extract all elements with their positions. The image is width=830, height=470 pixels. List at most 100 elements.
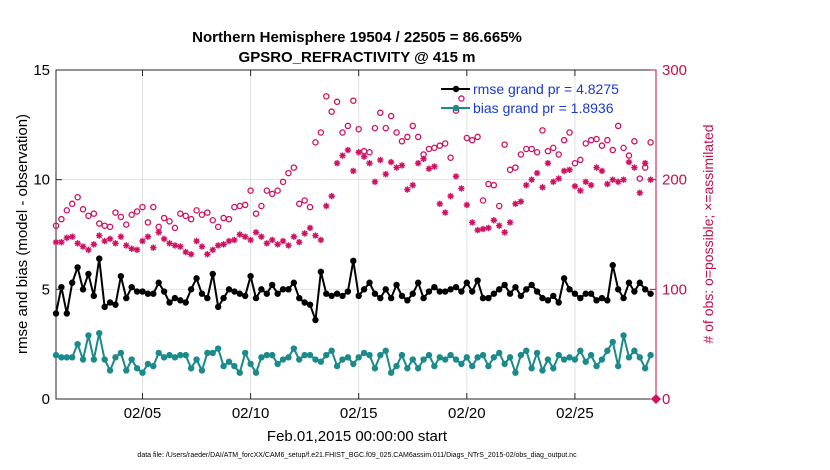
- rmse-point: [90, 292, 98, 300]
- assimilated-count-point: [458, 185, 465, 192]
- possible-count-point: [101, 222, 108, 229]
- rmse-point: [58, 283, 65, 291]
- bias-point: [182, 351, 189, 359]
- assimilated-count-point: [544, 160, 552, 167]
- rmse-point: [641, 286, 649, 293]
- rmse-point: [193, 275, 200, 282]
- rmse-point: [539, 294, 546, 302]
- bias-point: [512, 369, 519, 376]
- assimilated-count-point: [404, 186, 411, 193]
- bias-point: [366, 351, 373, 359]
- assimilated-count-point: [177, 243, 184, 250]
- possible-count-point: [387, 112, 395, 120]
- rmse-point: [517, 292, 525, 300]
- rmse-point: [463, 279, 471, 286]
- possible-count-point: [328, 108, 335, 115]
- possible-count-point: [463, 134, 471, 142]
- possible-count-point: [404, 133, 411, 141]
- assimilated-count-point: [52, 238, 60, 246]
- bias-point: [636, 354, 643, 361]
- assimilated-count-point: [447, 192, 454, 200]
- bias-point: [79, 356, 87, 363]
- rmse-point: [620, 294, 627, 302]
- rmse-point: [501, 281, 508, 289]
- rmse-point: [544, 297, 552, 304]
- rmse-point: [404, 297, 411, 304]
- rmse-point: [528, 281, 535, 289]
- assimilated-count-point: [625, 158, 633, 166]
- possible-count-point: [593, 135, 600, 143]
- rmse-point: [63, 310, 71, 317]
- bias-point: [469, 362, 476, 370]
- assimilated-count-point: [209, 246, 216, 254]
- bias-point: [150, 362, 157, 370]
- possible-count-point: [479, 197, 487, 204]
- assimilated-count-point: [317, 236, 325, 244]
- bias-point: [333, 362, 341, 370]
- assimilated-count-point: [382, 170, 389, 178]
- assimilated-count-point: [274, 241, 281, 248]
- rmse-point: [123, 294, 130, 302]
- assimilated-count-point: [577, 187, 584, 194]
- possible-count-point: [582, 140, 589, 147]
- bias-point: [144, 360, 152, 368]
- possible-count-point: [377, 109, 384, 117]
- rmse-point: [398, 292, 406, 300]
- possible-count-point: [571, 159, 579, 167]
- possible-count-point: [577, 156, 584, 164]
- possible-count-point: [225, 215, 233, 223]
- bias-point: [458, 360, 465, 368]
- rmse-point: [312, 316, 319, 324]
- possible-count-point: [436, 142, 444, 149]
- x-tick-label: 02/10: [232, 405, 270, 422]
- bias-point: [425, 351, 433, 359]
- assimilated-count-point: [566, 166, 573, 173]
- assimilated-count-point: [333, 160, 341, 167]
- bias-point: [328, 347, 335, 354]
- assimilated-count-point: [339, 152, 346, 159]
- bias-point: [620, 332, 627, 339]
- assimilated-count-point: [414, 160, 422, 167]
- possible-count-point: [252, 210, 260, 217]
- possible-count-point: [512, 164, 519, 171]
- bias-point: [398, 351, 406, 359]
- bias-point: [609, 338, 616, 346]
- rmse-point: [609, 262, 616, 269]
- assimilated-count-point: [641, 160, 649, 167]
- possible-count-point: [523, 145, 530, 153]
- bias-point: [209, 349, 216, 357]
- possible-count-point: [339, 129, 346, 136]
- assimilated-count-point: [506, 219, 514, 226]
- legend: rmse grand pr = 4.8275 bias grand pr = 1…: [441, 81, 619, 116]
- assimilated-count-point: [133, 246, 141, 254]
- assimilated-count-point: [193, 237, 200, 245]
- series-layer: [52, 255, 654, 376]
- rmse-point: [469, 288, 476, 295]
- rmse-point: [252, 294, 260, 302]
- rmse-point: [636, 279, 643, 286]
- rmse-point: [323, 290, 330, 297]
- assimilated-count-point: [58, 238, 65, 246]
- assimilated-count-point: [123, 242, 130, 249]
- rmse-point: [512, 283, 519, 291]
- assimilated-count-point: [512, 200, 519, 207]
- assimilated-count-point: [112, 240, 119, 247]
- bias-point: [171, 354, 179, 361]
- chart-title: Northern Hemisphere 19504 / 22505 = 86.6…: [192, 29, 522, 46]
- bias-point: [252, 369, 260, 376]
- assimilated-count-point: [166, 240, 173, 247]
- bias-point: [587, 351, 595, 359]
- rmse-point: [177, 297, 184, 304]
- possible-count-point: [355, 125, 362, 133]
- rmse-point: [128, 283, 135, 291]
- bias-point: [225, 358, 233, 365]
- rmse-point: [236, 290, 243, 297]
- bias-point: [247, 360, 254, 368]
- possible-count-point: [306, 203, 314, 211]
- assimilated-count-point: [598, 167, 606, 175]
- bias-point: [317, 358, 325, 365]
- rmse-point: [296, 294, 303, 302]
- rmse-point: [285, 286, 292, 293]
- bias-point: [58, 354, 65, 361]
